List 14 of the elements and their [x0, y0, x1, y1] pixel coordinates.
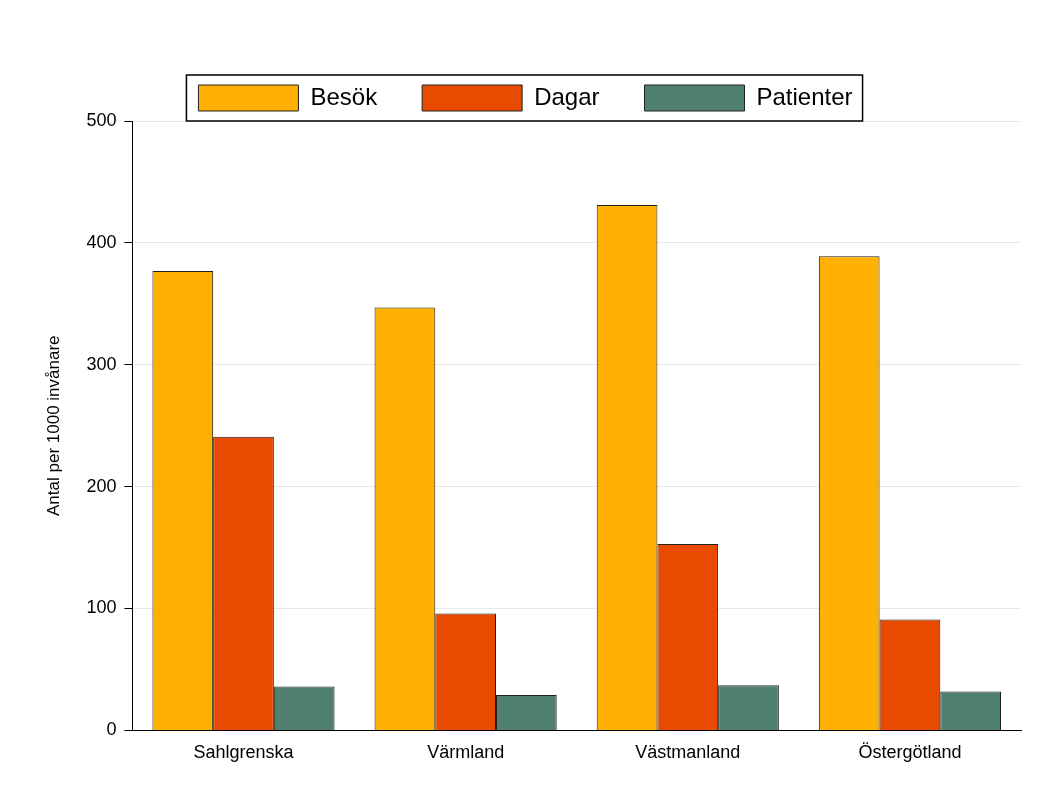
y-tick-label: 400 [86, 231, 117, 252]
y-axis-title: Antal per 1000 invånare [43, 335, 63, 516]
x-tick-label: Östergötland [858, 742, 962, 763]
x-tick-label: Sahlgrenska [193, 742, 295, 763]
y-tick-label: 100 [86, 597, 117, 618]
y-tick-label: 500 [86, 109, 117, 130]
x-tick-label: Västmanland [635, 742, 741, 763]
x-tick-label: Värmland [427, 742, 505, 763]
y-tick-label: 200 [86, 475, 117, 496]
y-tick-label: 0 [106, 719, 117, 740]
y-tick-label: 300 [86, 353, 117, 374]
legend-label: Patienter [756, 82, 853, 110]
legend-label: Besök [310, 82, 379, 110]
legend-label: Dagar [534, 82, 600, 110]
